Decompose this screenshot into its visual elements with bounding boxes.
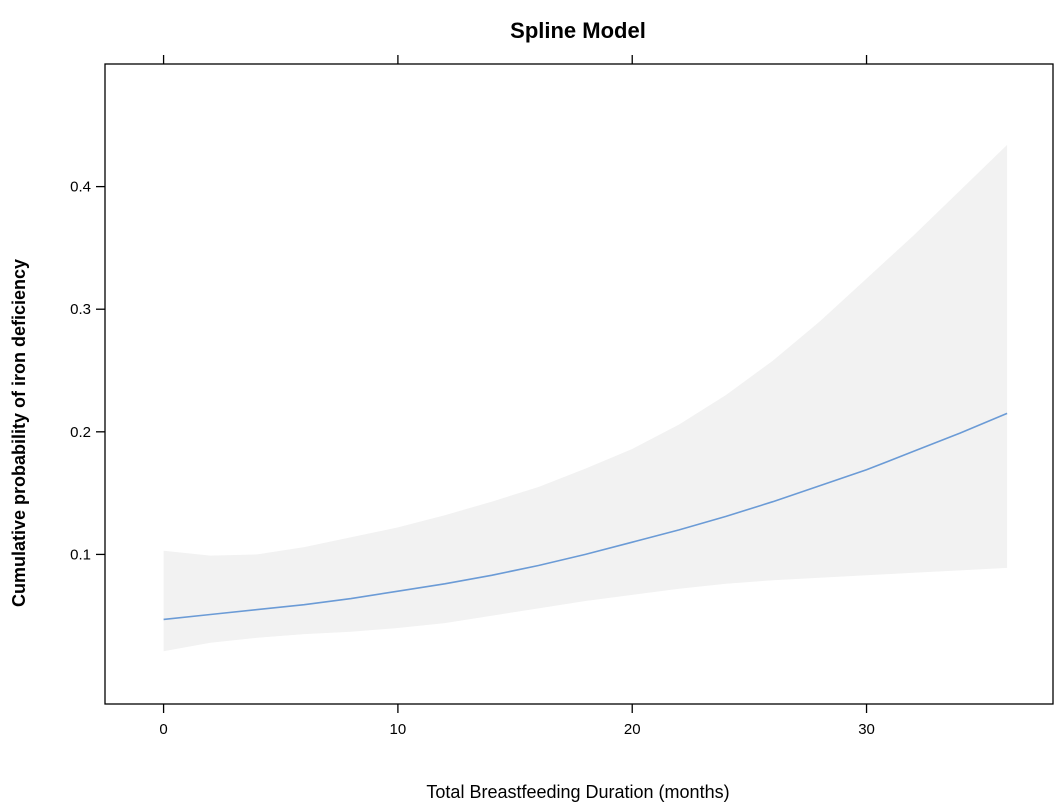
y-tick-label: 0.4 [70,179,91,196]
x-tick-label: 10 [390,721,407,738]
y-tick-label: 0.3 [70,301,91,318]
x-tick-label: 30 [858,721,875,738]
plot-frame [104,63,1054,705]
confidence-band [163,144,1008,652]
y-tick-label: 0.2 [70,424,91,441]
y-tick-label: 0.1 [70,546,91,563]
chart-title: Spline Model [510,18,646,43]
x-axis-label: Total Breastfeeding Duration (months) [426,782,729,802]
y-axis-label: Cumulative probability of iron deficienc… [9,259,29,607]
x-tick-label: 0 [159,721,167,738]
plot-area [163,144,1008,652]
x-tick-label: 20 [624,721,641,738]
axis-ticks: 0 10 20 30 0.1 0.2 0.3 0.4 [70,55,875,738]
estimate-line [163,412,1008,621]
